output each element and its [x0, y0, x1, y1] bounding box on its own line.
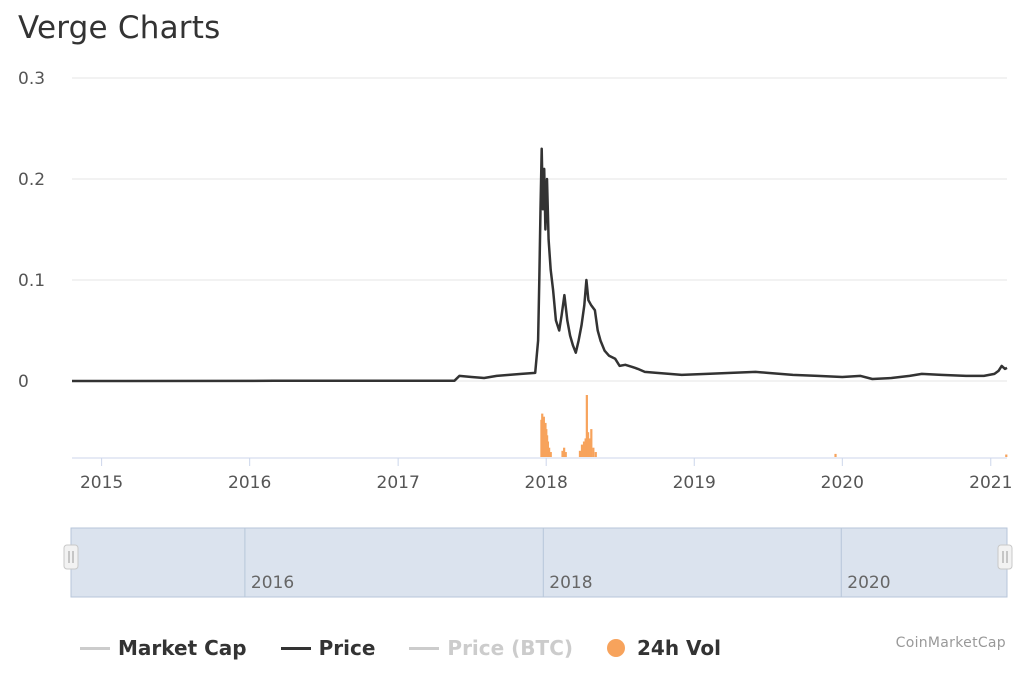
volume-bar [1005, 454, 1008, 457]
credit-link[interactable]: CoinMarketCap [895, 635, 1006, 651]
volume-series [540, 395, 1008, 457]
x-tick-label: 2016 [228, 473, 271, 493]
x-axis-ticks: 2015 2016 2017 2018 2019 2020 2021 [80, 458, 1012, 493]
navigator-right-handle[interactable] [997, 544, 1013, 570]
volume-bar [834, 453, 837, 457]
volume-bar [582, 441, 586, 457]
navigator-selection[interactable] [70, 527, 1008, 598]
y-axis-ticks: 0 0.1 0.2 0.3 [18, 69, 45, 392]
volume-bar [578, 450, 582, 457]
legend-label: 24h Vol [637, 636, 722, 660]
navigator[interactable]: 2016 2018 2020 [63, 527, 1013, 598]
navigator-year-label: 2018 [549, 573, 592, 593]
volume-bar [586, 432, 590, 457]
price-series-line [71, 147, 1008, 383]
price-line-icon [280, 646, 311, 650]
legend-item-price[interactable]: Price [280, 636, 376, 660]
volume-bar [588, 438, 591, 457]
legend: Market Cap Price Price (BTC) 24h Vol [80, 634, 755, 662]
x-tick-label: 2019 [673, 473, 716, 493]
y-tick-label: 0.1 [18, 271, 45, 291]
volume-bar [584, 438, 587, 457]
x-tick-label: 2017 [377, 473, 420, 493]
volume-bar [590, 429, 593, 457]
legend-label: Price (BTC) [447, 636, 574, 660]
navigator-left-handle[interactable] [63, 544, 79, 570]
navigator-grid [244, 528, 842, 597]
volume-bar [548, 447, 551, 457]
volume-bar [594, 452, 597, 457]
volume-bar [585, 395, 588, 457]
volume-bar [561, 450, 564, 457]
x-tick-label: 2021 [969, 473, 1012, 493]
market-cap-line-icon [80, 646, 110, 650]
navigator-year-label: 2020 [847, 573, 890, 593]
navigator-labels: 2016 2018 2020 [251, 573, 891, 593]
volume-bar [564, 452, 567, 457]
volume-bar [592, 447, 595, 457]
y-tick-label: 0.3 [18, 69, 45, 89]
x-tick-label: 2020 [821, 473, 864, 493]
volume-bar [580, 444, 584, 457]
legend-item-price-btc[interactable]: Price (BTC) [409, 636, 573, 660]
volume-dot-icon [607, 639, 626, 657]
legend-label: Market Cap [118, 636, 247, 660]
y-tick-label: 0 [18, 372, 29, 392]
volume-bar [563, 447, 566, 457]
x-tick-label: 2015 [80, 473, 123, 493]
y-tick-label: 0.2 [18, 170, 45, 190]
legend-item-market-cap[interactable]: Market Cap [80, 636, 247, 660]
chart-title: Verge Charts [18, 10, 221, 46]
price-btc-line-icon [409, 646, 440, 650]
volume-bar [546, 441, 550, 457]
legend-label: Price [318, 636, 376, 660]
navigator-year-label: 2016 [251, 573, 294, 593]
volume-bar [549, 452, 552, 457]
legend-item-24h-vol[interactable]: 24h Vol [607, 636, 721, 660]
x-tick-label: 2018 [525, 473, 568, 493]
